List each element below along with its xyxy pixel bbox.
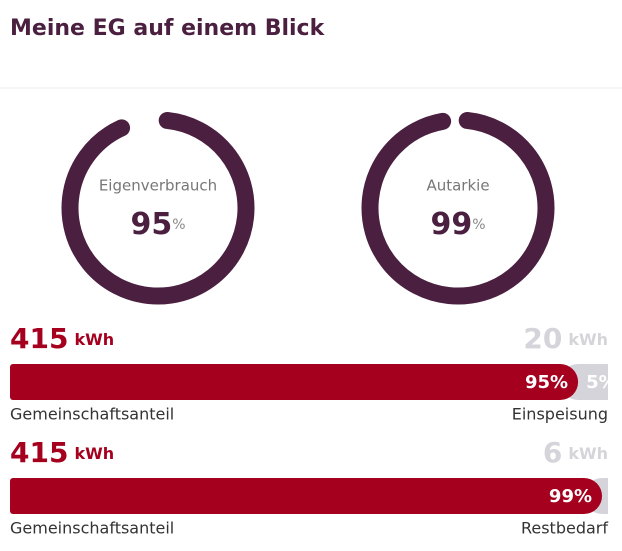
title: Meine EG auf einem Blick — [10, 16, 326, 41]
share-segment — [10, 478, 603, 514]
bar: 99% — [10, 478, 608, 514]
share-label: 95% — [525, 372, 568, 393]
rest-label: 5% — [586, 372, 617, 393]
right-caption: Restbedarf — [521, 519, 608, 538]
gauge-unit: % — [172, 217, 185, 233]
share-segment-left — [10, 478, 46, 514]
left-number: 415 — [10, 436, 68, 469]
gauge-label: Eigenverbrauch — [99, 177, 217, 195]
bar: 5% 95% — [10, 364, 617, 400]
left-amount: 415 kWh — [10, 322, 114, 355]
gauge-number: 95 — [130, 207, 172, 242]
right-amount: 20 kWh — [523, 322, 608, 355]
share-segment-left — [10, 364, 46, 400]
left-caption: Gemeinschaftsanteil — [10, 519, 174, 538]
left-caption: Gemeinschaftsanteil — [10, 405, 174, 424]
gauge-unit: % — [472, 217, 485, 233]
share-segment — [10, 364, 579, 400]
gauge-label: Autarkie — [426, 177, 489, 195]
gauge-value: 99% — [430, 207, 485, 242]
left-amount: 415 kWh — [10, 436, 114, 469]
left-unit: kWh — [74, 444, 114, 463]
left-number: 415 — [10, 322, 68, 355]
right-caption: Einspeisung — [512, 405, 608, 424]
right-unit: kWh — [568, 330, 608, 349]
gauge-number: 99 — [430, 207, 472, 242]
right-amount: 6 kWh — [543, 436, 608, 469]
share-label: 99% — [549, 486, 592, 507]
gauge-value: 95% — [130, 207, 185, 242]
gauge-arc — [61, 111, 255, 305]
left-unit: kWh — [74, 330, 114, 349]
right-number: 6 — [543, 436, 562, 469]
right-number: 20 — [523, 322, 562, 355]
right-unit: kWh — [568, 444, 608, 463]
gauge-arc — [361, 111, 555, 305]
